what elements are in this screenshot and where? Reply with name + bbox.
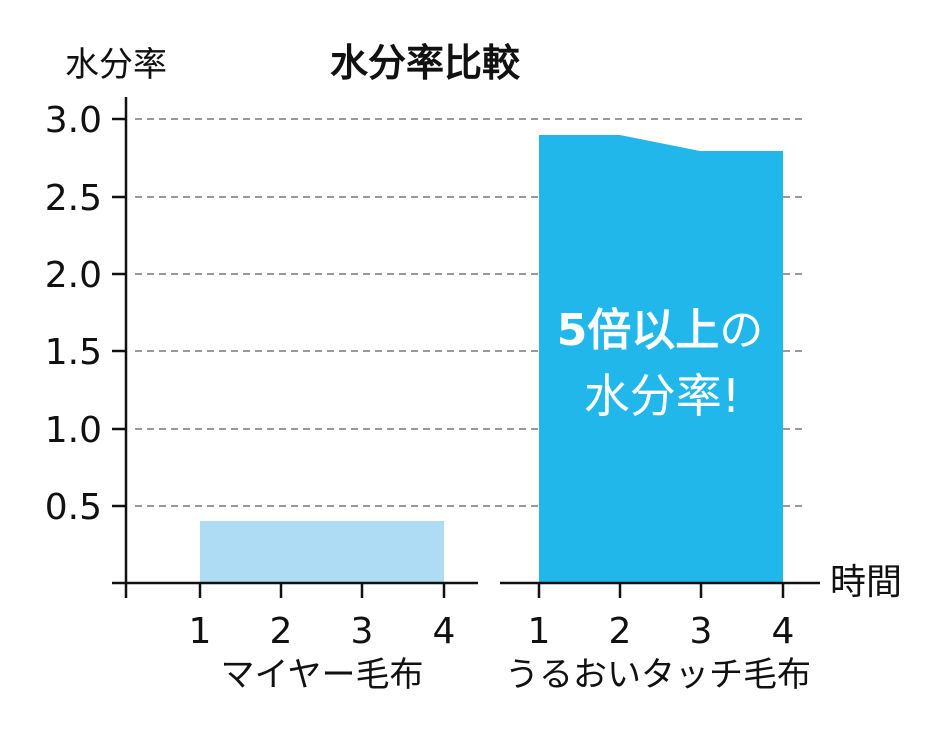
x-tick-label: 1	[528, 611, 551, 652]
x-tick-label: 2	[270, 611, 293, 652]
y-tick-labels: 3.0 2.5 2.0 1.5 1.0 0.5	[45, 100, 102, 528]
x-tick-label: 4	[772, 611, 795, 652]
annotation-line1: 5倍以上の	[557, 305, 764, 356]
y-axis	[112, 97, 128, 598]
area-uruoi-touch-blanket	[539, 135, 783, 583]
y-tick-label: 1.0	[45, 410, 102, 451]
x-tick-label: 4	[433, 611, 456, 652]
y-tick-label: 0.5	[45, 487, 102, 528]
x-axis-label: 時間	[830, 562, 902, 603]
x-axis	[112, 581, 820, 598]
y-tick-label: 3.0	[45, 100, 102, 141]
y-tick-label: 2.5	[45, 178, 102, 219]
annotation-tail: の	[719, 305, 763, 356]
x-tick-label: 2	[609, 611, 632, 652]
y-axis-label: 水分率	[65, 45, 167, 85]
group-label-mayer: マイヤー毛布	[221, 655, 424, 695]
group-label-uruoi-touch: うるおいタッチ毛布	[505, 655, 811, 695]
y-tick-label: 1.5	[45, 332, 102, 373]
x-tick-labels: 1 2 3 4 1 2 3 4	[189, 611, 795, 652]
x-tick-label: 3	[690, 611, 713, 652]
x-tick-label: 3	[351, 611, 374, 652]
chart-title: 水分率比較	[330, 41, 521, 85]
area-mayer-blanket	[200, 521, 444, 583]
y-tick-label: 2.0	[45, 255, 102, 296]
x-tick-label: 1	[189, 611, 212, 652]
annotation-bold: 5倍以上	[557, 305, 720, 356]
annotation-line2: 水分率!	[584, 369, 740, 423]
